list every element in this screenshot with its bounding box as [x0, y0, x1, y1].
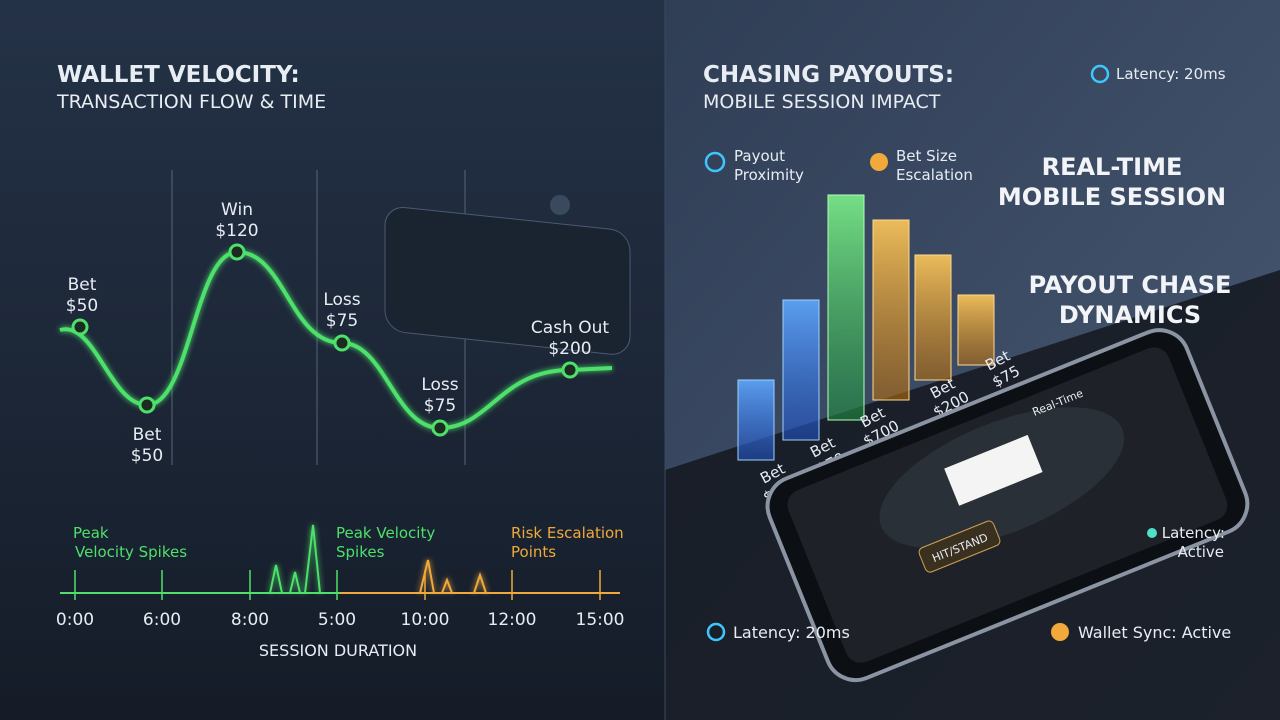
legend-label: Proximity	[734, 166, 804, 184]
point-amount: $75	[326, 311, 358, 331]
point-amount: $120	[215, 221, 258, 241]
latency-active: Active	[1178, 543, 1224, 561]
coin-icon	[1051, 623, 1069, 641]
annotation: Peak	[73, 524, 109, 542]
time-label: 15:00	[576, 610, 625, 630]
point	[71, 318, 89, 336]
point-label: Bet	[133, 425, 162, 445]
heading: REAL-TIME	[1042, 153, 1183, 181]
latency-bottom: Latency: 20ms	[733, 623, 850, 642]
right-subtitle: MOBILE SESSION IMPACT	[703, 91, 941, 113]
annotation: Risk Escalation	[511, 524, 624, 542]
point-label: Bet	[68, 275, 97, 295]
point	[431, 419, 449, 437]
heading: MOBILE SESSION	[998, 183, 1226, 211]
legend-label: Bet Size	[896, 147, 957, 165]
gauge-icon	[706, 622, 726, 642]
annotation: Points	[511, 543, 556, 561]
point	[138, 396, 156, 414]
time-label: 8:00	[231, 610, 269, 630]
point-amount: $50	[131, 446, 163, 466]
annotation: Spikes	[336, 543, 385, 561]
point-label: Loss	[421, 375, 458, 395]
gauge-icon	[1090, 64, 1110, 84]
wallet-clasp	[550, 195, 570, 215]
time-label: 5:00	[318, 610, 356, 630]
left-subtitle: TRANSACTION FLOW & TIME	[56, 91, 326, 113]
spikes	[419, 559, 487, 594]
point-amount: $50	[66, 296, 98, 316]
point-label: Win	[221, 200, 253, 220]
status-dot	[1147, 528, 1157, 538]
latency-active: Latency:	[1162, 524, 1225, 542]
point-amount: $75	[424, 396, 456, 416]
spikes	[269, 524, 321, 594]
legend-label: Escalation	[896, 166, 973, 184]
bars-3d	[737, 194, 995, 461]
right-title: CHASING PAYOUTS:	[703, 62, 954, 88]
annotation: Velocity Spikes	[75, 543, 187, 561]
point	[333, 334, 351, 352]
wallet-sync: Wallet Sync: Active	[1078, 623, 1231, 642]
left-title: WALLET VELOCITY:	[57, 62, 300, 88]
coin-icon	[870, 153, 888, 171]
point-label: Loss	[323, 290, 360, 310]
wallet	[384, 206, 631, 355]
gauge-icon	[704, 151, 726, 173]
point	[561, 361, 579, 379]
left-panel	[0, 0, 665, 720]
point-label: Cash Out	[531, 318, 609, 338]
axis-label: SESSION DURATION	[259, 641, 417, 660]
time-label: 0:00	[56, 610, 94, 630]
latency-top: Latency: 20ms	[1116, 65, 1226, 83]
time-label: 12:00	[488, 610, 537, 630]
time-label: 6:00	[143, 610, 181, 630]
time-label: 10:00	[401, 610, 450, 630]
heading: PAYOUT CHASE	[1029, 271, 1232, 299]
legend-label: Payout	[734, 147, 785, 165]
annotation: Peak Velocity	[336, 524, 435, 542]
phone: HIT/STAND Real-Time	[765, 328, 1250, 682]
point-amount: $200	[548, 339, 591, 359]
heading: DYNAMICS	[1059, 301, 1201, 329]
point	[228, 243, 246, 261]
